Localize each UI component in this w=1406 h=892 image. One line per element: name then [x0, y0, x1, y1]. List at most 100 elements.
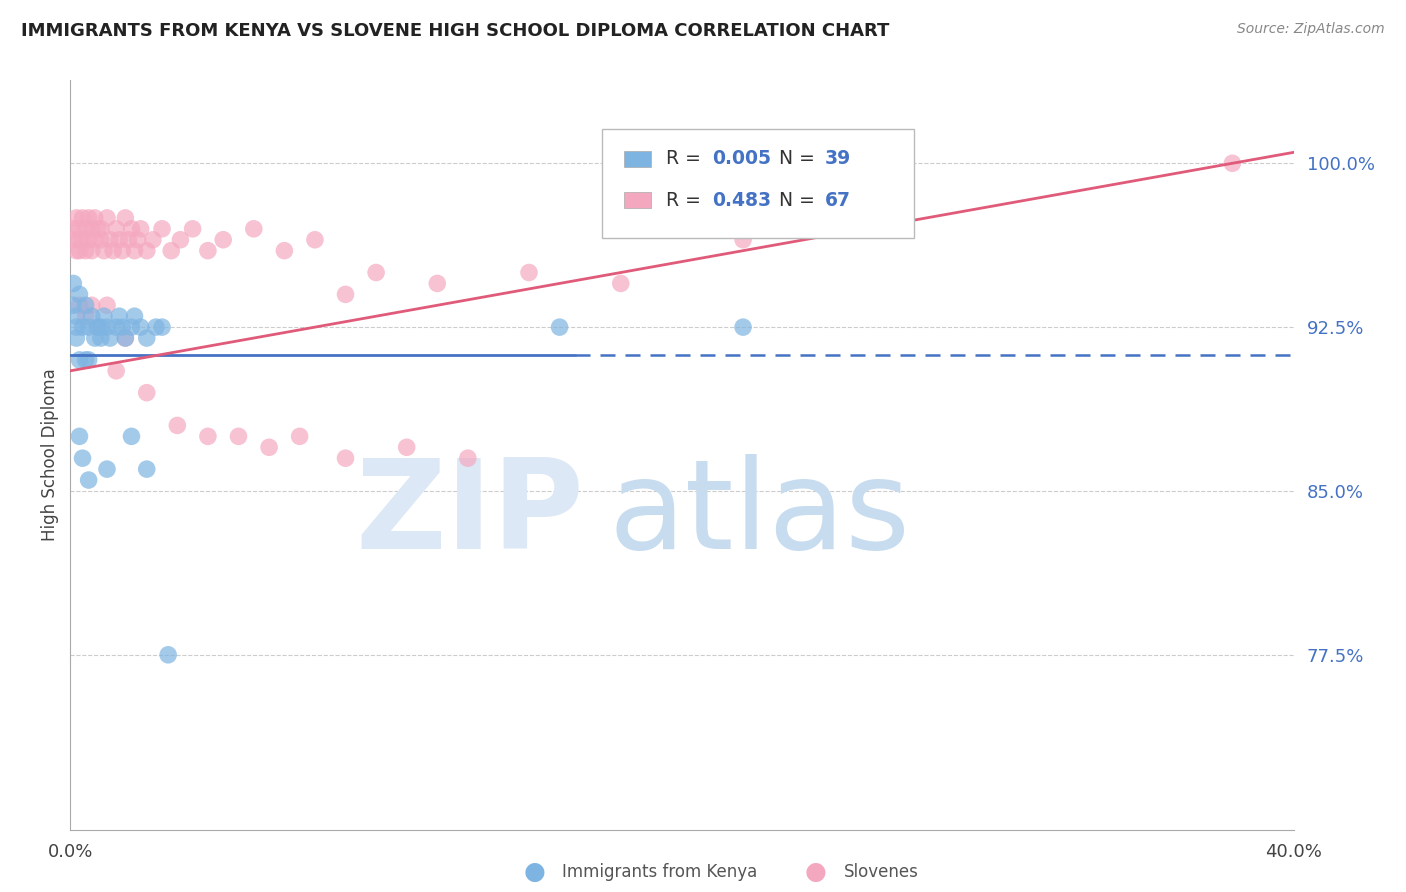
Point [212, 233, 235, 247]
Text: N =: N = [779, 191, 821, 210]
Point [114, 331, 136, 345]
Point [83, 211, 105, 225]
Point [457, 451, 479, 466]
Point [69, 287, 91, 301]
Point [124, 244, 146, 258]
Point [121, 222, 143, 236]
Point [1220, 156, 1243, 170]
Point [181, 222, 204, 236]
Point [101, 244, 124, 258]
Point [548, 320, 571, 334]
Point [83, 331, 105, 345]
Point [135, 244, 157, 258]
Text: ●: ● [804, 861, 827, 884]
Point [197, 429, 219, 443]
Point [96, 462, 118, 476]
Point [90, 222, 112, 236]
Point [72, 451, 94, 466]
Point [69, 233, 91, 247]
Point [114, 211, 136, 225]
Text: Immigrants from Kenya: Immigrants from Kenya [562, 863, 758, 881]
Point [129, 222, 152, 236]
Text: IMMIGRANTS FROM KENYA VS SLOVENE HIGH SCHOOL DIPLOMA CORRELATION CHART: IMMIGRANTS FROM KENYA VS SLOVENE HIGH SC… [21, 22, 890, 40]
Point [90, 331, 112, 345]
Text: 67: 67 [825, 191, 851, 210]
FancyBboxPatch shape [602, 129, 914, 237]
Point [257, 440, 280, 454]
Point [111, 244, 134, 258]
Point [77, 352, 100, 367]
Point [273, 244, 295, 258]
Point [77, 233, 100, 247]
Point [105, 320, 128, 334]
Point [83, 233, 105, 247]
Point [87, 320, 110, 334]
Point [366, 266, 388, 280]
Point [62, 222, 84, 236]
Point [169, 233, 191, 247]
Point [135, 462, 157, 476]
Point [69, 298, 91, 312]
Point [65, 244, 87, 258]
Point [77, 320, 100, 334]
Point [121, 429, 143, 443]
Point [135, 331, 157, 345]
Point [65, 320, 87, 334]
Point [75, 244, 97, 258]
Point [117, 233, 139, 247]
Text: Source: ZipAtlas.com: Source: ZipAtlas.com [1237, 22, 1385, 37]
Point [77, 473, 100, 487]
Point [75, 309, 97, 323]
Point [108, 233, 131, 247]
Point [304, 233, 326, 247]
Point [75, 298, 97, 312]
Point [114, 331, 136, 345]
Point [72, 233, 94, 247]
Point [65, 309, 87, 323]
Text: ZIP: ZIP [356, 454, 583, 575]
Point [80, 309, 103, 323]
Point [426, 277, 449, 291]
Point [72, 320, 94, 334]
Point [733, 233, 755, 247]
Point [69, 429, 91, 443]
Point [335, 451, 357, 466]
Point [228, 429, 250, 443]
Text: 0.483: 0.483 [713, 191, 772, 210]
Point [150, 222, 173, 236]
Point [160, 244, 183, 258]
Bar [624, 151, 651, 167]
Point [87, 320, 110, 334]
Y-axis label: High School Diploma: High School Diploma [41, 368, 59, 541]
Point [96, 320, 118, 334]
Point [77, 211, 100, 225]
Point [127, 233, 149, 247]
Point [62, 277, 84, 291]
Point [610, 277, 633, 291]
Point [69, 244, 91, 258]
Point [157, 648, 180, 662]
Text: R =: R = [666, 150, 707, 169]
Point [145, 320, 167, 334]
Point [121, 320, 143, 334]
Point [105, 364, 128, 378]
Text: Slovenes: Slovenes [844, 863, 918, 881]
Point [62, 298, 84, 312]
Point [98, 233, 121, 247]
Text: N =: N = [779, 150, 821, 169]
Point [75, 222, 97, 236]
Point [69, 222, 91, 236]
Point [108, 309, 131, 323]
Point [75, 352, 97, 367]
Text: atlas: atlas [609, 454, 911, 575]
Point [80, 222, 103, 236]
Point [96, 211, 118, 225]
Point [69, 352, 91, 367]
Point [142, 233, 165, 247]
Point [65, 331, 87, 345]
Point [80, 298, 103, 312]
Point [93, 309, 115, 323]
Point [135, 385, 157, 400]
Point [105, 222, 128, 236]
Text: 39: 39 [825, 150, 851, 169]
